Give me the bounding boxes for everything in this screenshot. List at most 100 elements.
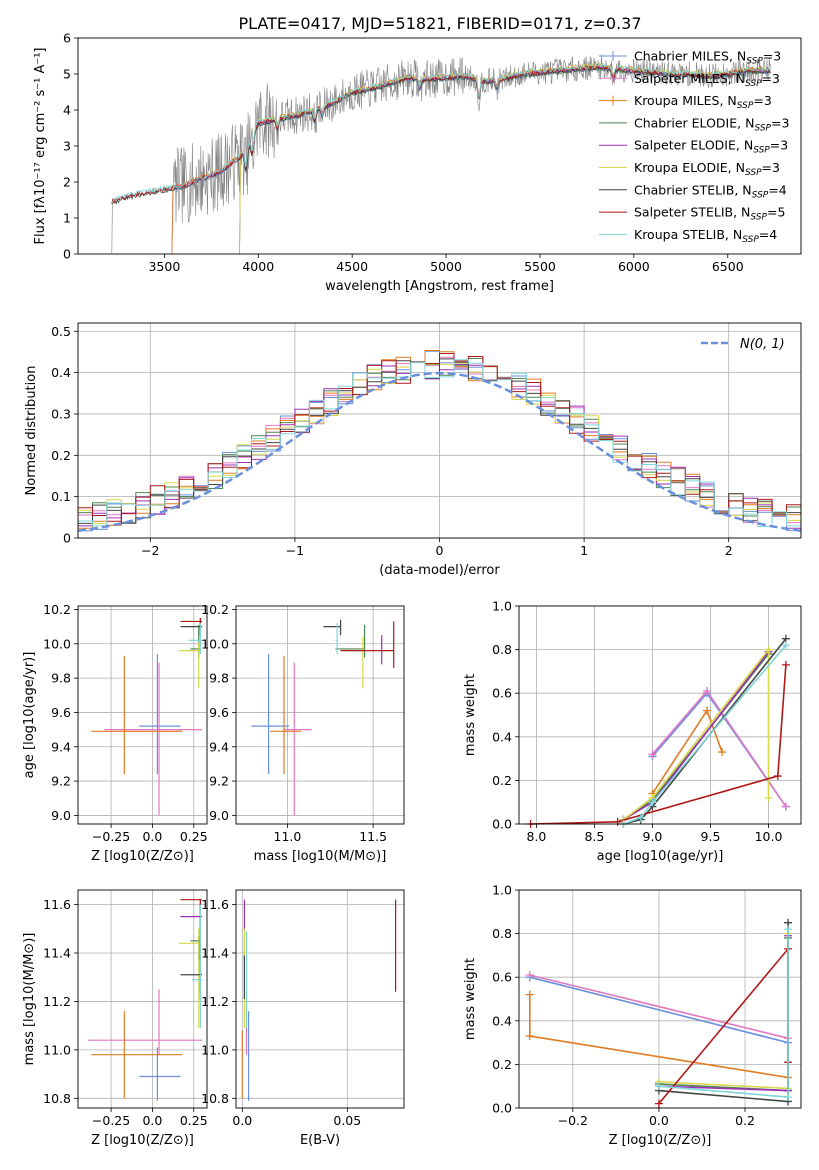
- mass_vs_Z-x-label: Z [log10(Z/Z⊙)]: [91, 1133, 194, 1148]
- y-tick-label: 0.2: [51, 448, 71, 463]
- age_vs_Z-x-label: Z [log10(Z/Z⊙)]: [91, 849, 194, 864]
- x-tick-label: 3500: [148, 259, 180, 274]
- series-marker: [525, 1032, 534, 1041]
- residuals-y-label: Normed distribution: [24, 366, 39, 496]
- legend-sep: , N: [728, 160, 745, 175]
- legend-sep: , N: [725, 227, 742, 242]
- y-tick-label: 9.2: [209, 774, 229, 789]
- spectrum-lines: [111, 54, 772, 254]
- legend-sep: , N: [729, 49, 746, 64]
- x-tick-label: 0.0: [142, 829, 162, 844]
- x-tick-label: 4500: [336, 259, 368, 274]
- x-tick-label: −0.25: [92, 829, 130, 844]
- figure-title: PLATE=0417, MJD=51821, FIBERID=0171, z=0…: [238, 14, 641, 33]
- spectrum-axes: 3500 4000 4500 5000 5500 6000 6500 0 1 2 3 4 5 6: [63, 31, 744, 275]
- legend-sep: , N: [736, 138, 753, 153]
- x-tick-label: 11.5: [359, 829, 387, 844]
- age_vs_mass-x-label: mass [log10(M/M⊙)]: [254, 849, 387, 864]
- x-tick-label: 0.25: [180, 829, 208, 844]
- y-tick-label: 0.6: [492, 970, 512, 985]
- y-tick-label: 11.2: [201, 994, 229, 1009]
- legend-sep: , N: [734, 182, 751, 197]
- weight_vs_age-lines: [526, 634, 790, 828]
- legend-sub: SSP: [750, 213, 767, 223]
- y-tick-label: 9.4: [209, 739, 229, 754]
- x-tick-label: 6500: [712, 259, 744, 274]
- x-tick-label: 11.0: [274, 829, 302, 844]
- y-tick-label: 0.8: [492, 926, 512, 941]
- legend-sub: SSP: [742, 235, 759, 245]
- legend-eq: =: [753, 93, 763, 108]
- legend-n: 4: [779, 182, 787, 197]
- mass_vs_ebv-points: [241, 899, 397, 1101]
- y-tick-label: 10.8: [201, 1091, 229, 1106]
- legend-n: 3: [781, 115, 789, 130]
- y-tick-label: 9.8: [51, 671, 71, 686]
- legend-sub: SSP: [746, 57, 763, 67]
- y-tick-label: 0.4: [492, 729, 512, 744]
- legend-n: 3: [772, 160, 780, 175]
- x-tick-label: 0.25: [180, 1113, 208, 1128]
- y-tick-label: 11.6: [201, 897, 229, 912]
- spectrum-model-kroupa-stelib: [111, 63, 772, 203]
- y-tick-label: 9.8: [209, 671, 229, 686]
- y-tick-label: 11.4: [201, 945, 229, 960]
- y-tick-label: 0.4: [51, 365, 71, 380]
- x-tick-label: 9.0: [643, 829, 663, 844]
- y-tick-label: 0.3: [51, 406, 71, 421]
- legend-name: Salpeter MILES: [634, 71, 728, 86]
- x-tick-label: 0: [436, 543, 444, 558]
- y-tick-label: 0.5: [51, 324, 71, 339]
- series-marker: [773, 772, 782, 781]
- legend-label: Kroupa MILES, NSSP=3: [634, 93, 772, 111]
- x-tick-label: 0.0: [649, 1113, 669, 1128]
- series-marker: [654, 1082, 663, 1091]
- series-marker: [613, 817, 622, 826]
- mass_vs_ebv-x-label: E(B-V): [300, 1133, 340, 1148]
- y-tick-label: 0.2: [492, 773, 512, 788]
- series-marker: [718, 748, 727, 757]
- y-tick-label: 9.6: [51, 705, 71, 720]
- y-tick-label: 0.4: [492, 1013, 512, 1028]
- weight_vs_Z-lines: [525, 918, 793, 1108]
- legend-eq: =: [762, 71, 772, 86]
- y-tick-label: 11.6: [43, 897, 71, 912]
- y-tick-label: 5: [63, 67, 71, 82]
- legend-label: N(0, 1): [740, 337, 785, 352]
- x-tick-label: 6000: [618, 259, 650, 274]
- spectrum-frame: [77, 37, 802, 255]
- legend-sub: SSP: [745, 168, 762, 178]
- legend-eq: =: [763, 49, 773, 64]
- age_vs_mass-frame: [235, 605, 405, 825]
- y-tick-label: 9.2: [51, 774, 71, 789]
- series-line: [529, 976, 789, 1044]
- normal-curve: [78, 371, 801, 533]
- y-tick-label: 1.0: [492, 599, 512, 614]
- hist-kroupa-stelib: [78, 359, 801, 528]
- residuals-hist: [78, 350, 801, 535]
- legend-name: Chabrier MILES: [634, 49, 729, 64]
- legend-label: Salpeter MILES, NSSP=3: [634, 71, 780, 89]
- mass_vs_ebv-axes: 0.0 0.05 10.8 11.0 11.2 11.4 11.6: [201, 890, 404, 1128]
- mass_vs_Z-points: [87, 899, 203, 1101]
- y-tick-label: 10.0: [43, 636, 71, 651]
- y-tick-label: 9.6: [209, 705, 229, 720]
- legend-sub: SSP: [745, 79, 762, 89]
- y-tick-label: 0.8: [492, 642, 512, 657]
- series-marker: [525, 990, 534, 999]
- y-tick-label: 0: [63, 531, 71, 546]
- y-tick-label: 9.0: [209, 808, 229, 823]
- x-tick-label: 10.0: [755, 829, 783, 844]
- weight_vs_age-x-label: age [log10(age/yr)]: [597, 849, 724, 864]
- legend-name: Chabrier ELODIE: [634, 115, 737, 130]
- legend-label: Chabrier STELIB, NSSP=4: [634, 182, 787, 200]
- x-tick-label: −0.25: [92, 1113, 130, 1128]
- y-tick-label: 0: [63, 247, 71, 262]
- y-tick-label: 1.0: [492, 883, 512, 898]
- series-marker: [764, 793, 773, 802]
- legend-n: 3: [773, 49, 781, 64]
- x-tick-label: 5000: [430, 259, 462, 274]
- series-line: [530, 664, 787, 825]
- y-tick-label: 11.0: [43, 1042, 71, 1057]
- legend-n: 3: [772, 71, 780, 86]
